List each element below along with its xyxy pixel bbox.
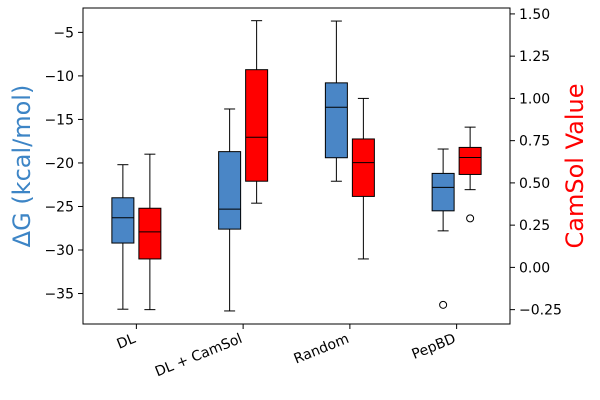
outlier-point bbox=[439, 300, 448, 309]
iqr-box bbox=[431, 172, 455, 212]
right-tick-label: 0.00 bbox=[519, 260, 550, 276]
right-axis-title: CamSol Value bbox=[561, 84, 589, 249]
dg-box bbox=[218, 108, 242, 312]
camsol-box bbox=[138, 153, 162, 311]
left-tick-label: −10 bbox=[44, 69, 74, 85]
outlier-point bbox=[466, 214, 475, 223]
left-axis-title: ΔG (kcal/mol) bbox=[8, 85, 36, 248]
iqr-box bbox=[138, 207, 162, 260]
right-tick-label: 1.00 bbox=[519, 91, 550, 107]
camsol-box bbox=[245, 20, 269, 204]
right-tick-label: −0.25 bbox=[519, 303, 562, 319]
iqr-box bbox=[218, 151, 242, 230]
iqr-box bbox=[111, 197, 135, 244]
iqr-box bbox=[245, 69, 269, 182]
left-tick-label: −30 bbox=[44, 243, 74, 259]
camsol-box bbox=[458, 126, 482, 223]
right-tick-label: 0.25 bbox=[519, 218, 550, 234]
left-tick-label: −5 bbox=[53, 25, 74, 41]
left-tick-label: −25 bbox=[44, 199, 74, 215]
left-axis: −5 −10 −15 −20 −25 −30 −35 bbox=[44, 25, 83, 303]
iqr-box bbox=[458, 146, 482, 175]
right-tick-label: 0.50 bbox=[519, 176, 550, 192]
x-tick-label: DL + CamSol bbox=[153, 331, 245, 381]
x-tick-label: DL bbox=[115, 331, 138, 353]
dg-box bbox=[431, 148, 455, 309]
left-tick-label: −20 bbox=[44, 156, 74, 172]
dg-box bbox=[111, 164, 135, 310]
x-tick-label: PepBD bbox=[410, 331, 458, 363]
camsol-box bbox=[351, 97, 375, 260]
x-tick-label: Random bbox=[292, 331, 352, 368]
right-tick-label: 1.50 bbox=[519, 7, 550, 23]
dg-box bbox=[324, 20, 348, 182]
x-axis: DL DL + CamSol Random PepBD bbox=[115, 324, 458, 380]
right-tick-label: 0.75 bbox=[519, 134, 550, 150]
right-axis: 1.50 1.25 1.00 0.75 0.50 0.25 0.00 −0.25 bbox=[510, 7, 562, 319]
box-series bbox=[111, 20, 482, 312]
left-tick-label: −15 bbox=[44, 112, 74, 128]
plot-frame bbox=[82, 7, 511, 325]
iqr-box bbox=[324, 82, 348, 159]
iqr-box bbox=[351, 138, 375, 197]
right-tick-label: 1.25 bbox=[519, 49, 550, 65]
left-tick-label: −35 bbox=[44, 287, 74, 303]
